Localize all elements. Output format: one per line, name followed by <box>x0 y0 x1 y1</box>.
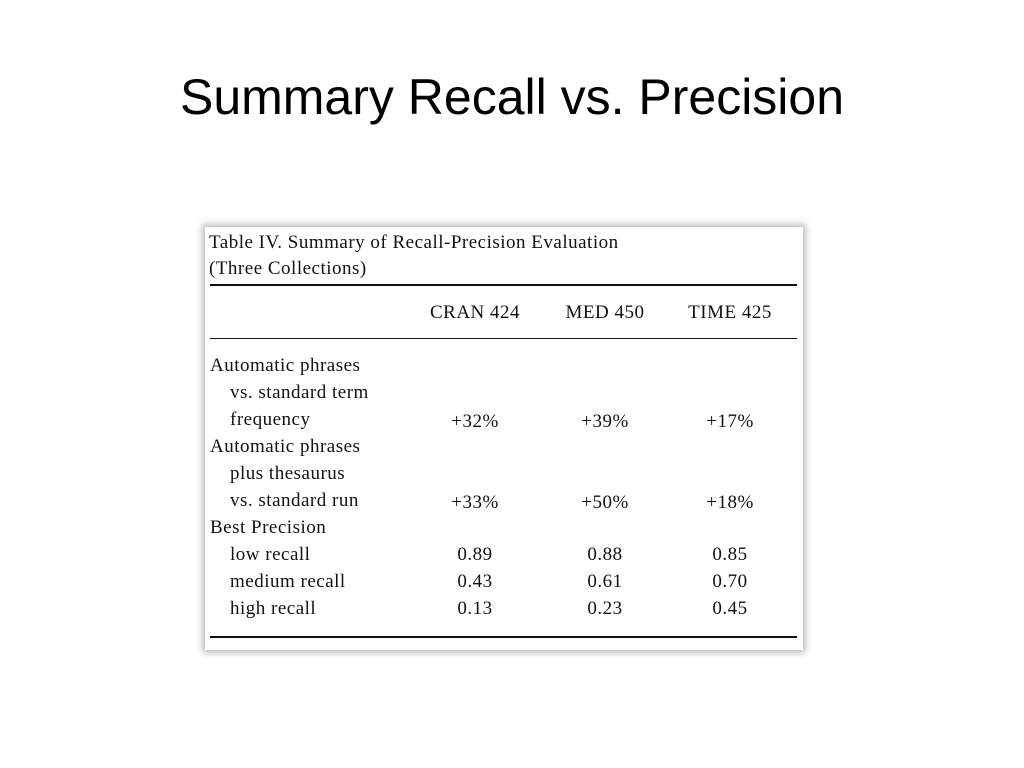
row-label: medium recall <box>230 571 346 592</box>
header-rule <box>210 338 797 339</box>
cell-value: 0.45 <box>712 598 748 619</box>
cell-value: 0.89 <box>457 544 493 565</box>
cell-value: 0.70 <box>712 571 748 592</box>
cell-value: 0.88 <box>587 544 623 565</box>
cell-value: 0.23 <box>587 598 623 619</box>
cell-value: 0.43 <box>457 571 493 592</box>
row-label: frequency <box>230 409 311 430</box>
cell-value: 0.13 <box>457 598 493 619</box>
column-header: TIME 425 <box>688 302 772 323</box>
bottom-rule <box>210 636 797 638</box>
cell-value: +39% <box>581 411 629 432</box>
row-label: Automatic phrases <box>210 355 361 376</box>
row-label: vs. standard run <box>230 490 359 511</box>
cell-value: +32% <box>451 411 499 432</box>
cell-value: +17% <box>706 411 754 432</box>
caption-line: (Three Collections) <box>209 258 367 279</box>
row-label: Automatic phrases <box>210 436 361 457</box>
cell-value: +50% <box>581 492 629 513</box>
caption-line: Table IV. Summary of Recall-Precision Ev… <box>209 232 619 253</box>
cell-value: +18% <box>706 492 754 513</box>
cell-value: +33% <box>451 492 499 513</box>
table-image: Table IV. Summary of Recall-Precision Ev… <box>205 227 803 650</box>
cell-value: 0.61 <box>587 571 623 592</box>
row-label: plus thesaurus <box>230 463 346 484</box>
cell-value: 0.85 <box>712 544 748 565</box>
row-label: low recall <box>230 544 311 565</box>
column-header: CRAN 424 <box>429 302 521 323</box>
row-label: vs. standard term <box>230 382 369 403</box>
row-label: high recall <box>230 598 317 619</box>
column-header: MED 450 <box>565 302 645 323</box>
slide-title: Summary Recall vs. Precision <box>179 69 845 125</box>
top-rule <box>210 284 797 286</box>
group-label: Best Precision <box>210 517 327 538</box>
